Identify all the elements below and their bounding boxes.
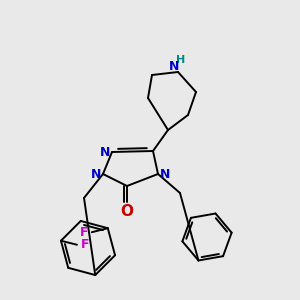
Text: O: O	[121, 205, 134, 220]
Text: N: N	[160, 167, 170, 181]
Text: F: F	[80, 226, 88, 239]
Text: N: N	[169, 61, 179, 74]
Text: N: N	[91, 167, 101, 181]
Text: H: H	[176, 55, 186, 65]
Text: F: F	[81, 238, 89, 251]
Text: N: N	[100, 146, 110, 158]
